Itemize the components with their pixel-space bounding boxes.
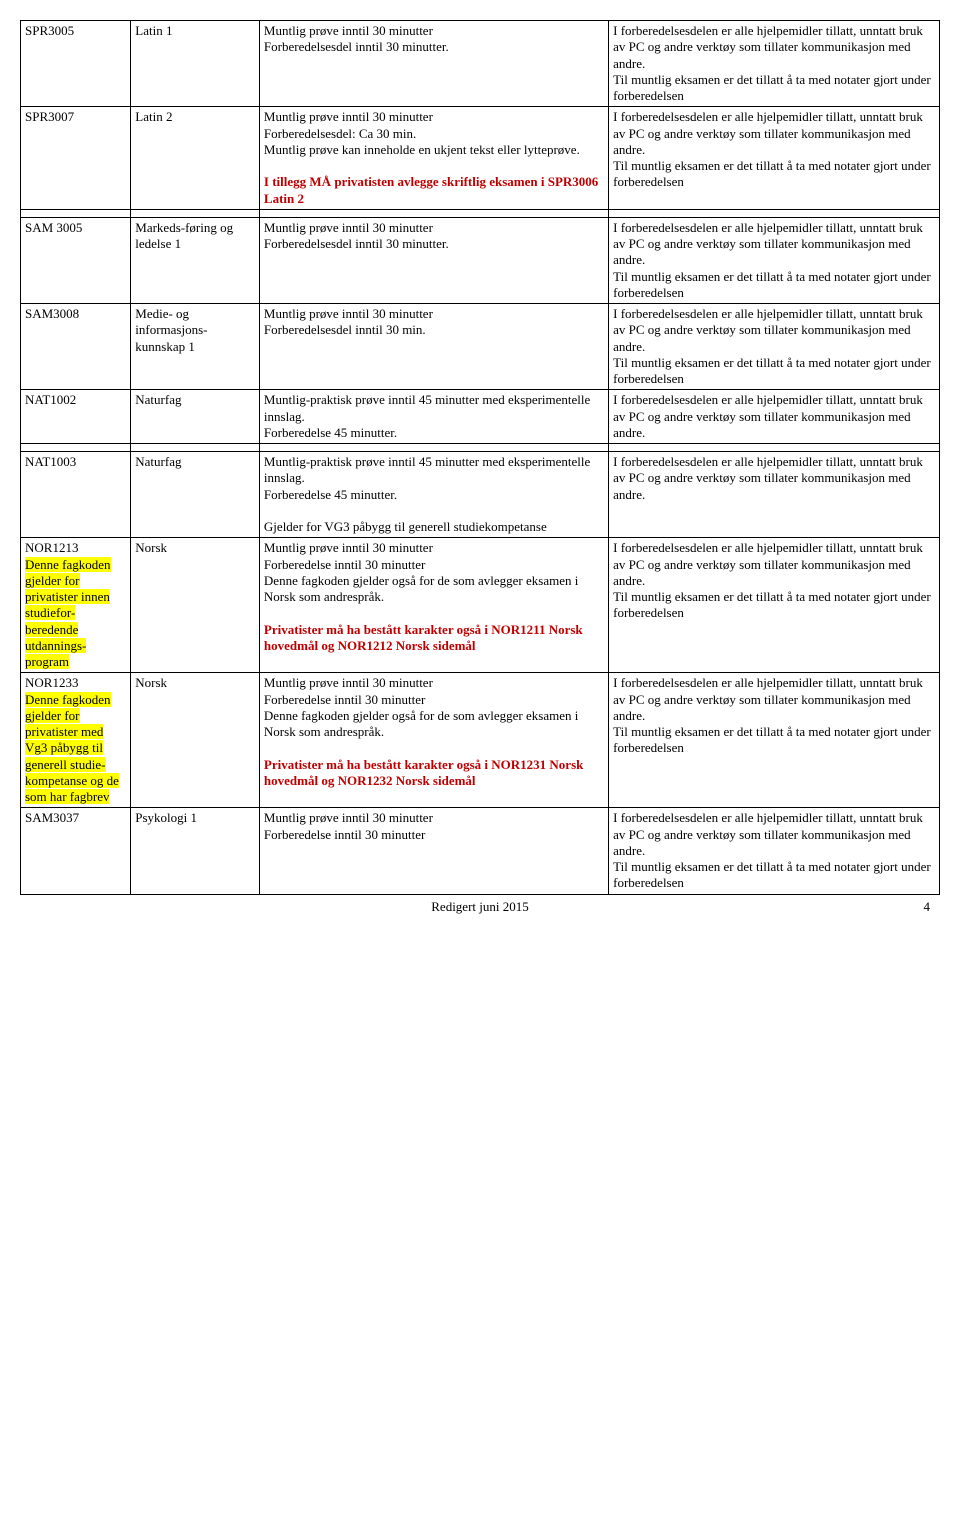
table-row: NOR1213 Denne fagkoden gjelder for priva… <box>21 538 940 673</box>
code-cell: NOR1213 Denne fagkoden gjelder for priva… <box>21 538 131 673</box>
help-cell: I forberedelsesdelen er alle hjelpemidle… <box>609 21 940 107</box>
code-cell: NOR1233 Denne fagkoden gjelder for priva… <box>21 673 131 808</box>
desc-cell: Muntlig prøve inntil 30 minutterForbered… <box>259 217 608 303</box>
subject-cell: Latin 2 <box>131 107 260 210</box>
help-cell: I forberedelsesdelen er alle hjelpemidle… <box>609 107 940 210</box>
help-cell: I forberedelsesdelen er alle hjelpemidle… <box>609 217 940 303</box>
code-text: NOR1213 <box>25 540 78 555</box>
desc-red-text: Privatister må ha bestått karakter også … <box>264 757 604 790</box>
code-cell: SPR3007 <box>21 107 131 210</box>
table-row: SPR3005 Latin 1 Muntlig prøve inntil 30 … <box>21 21 940 107</box>
subject-cell: Naturfag <box>131 452 260 538</box>
code-cell: NAT1003 <box>21 452 131 538</box>
desc-cell: Muntlig prøve inntil 30 minutterForbered… <box>259 808 608 894</box>
desc-cell: Muntlig prøve inntil 30 minutterForbered… <box>259 107 608 210</box>
table-row: SAM3037 Psykologi 1 Muntlig prøve inntil… <box>21 808 940 894</box>
footer-text: Redigert juni 2015 <box>431 899 529 914</box>
help-cell: I forberedelsesdelen er alle hjelpemidle… <box>609 390 940 444</box>
code-cell: SAM3008 <box>21 304 131 390</box>
desc-red-text: I tillegg MÅ privatisten avlegge skriftl… <box>264 174 604 207</box>
code-text: NOR1233 <box>25 675 78 690</box>
subject-cell: Norsk <box>131 673 260 808</box>
subject-cell: Psykologi 1 <box>131 808 260 894</box>
help-cell: I forberedelsesdelen er alle hjelpemidle… <box>609 808 940 894</box>
desc-cell: Muntlig-praktisk prøve inntil 45 minutte… <box>259 390 608 444</box>
code-cell: SAM 3005 <box>21 217 131 303</box>
desc-text: Muntlig prøve inntil 30 minutterForbered… <box>264 540 604 605</box>
code-cell: NAT1002 <box>21 390 131 444</box>
page-footer: Redigert juni 2015 4 <box>20 899 940 915</box>
table-row: NAT1002 Naturfag Muntlig-praktisk prøve … <box>21 390 940 444</box>
table-row: SPR3007 Latin 2 Muntlig prøve inntil 30 … <box>21 107 940 210</box>
desc-text: Muntlig prøve inntil 30 minutterForbered… <box>264 675 604 740</box>
exam-table: SPR3005 Latin 1 Muntlig prøve inntil 30 … <box>20 20 940 895</box>
desc-cell: Muntlig prøve inntil 30 minutterForbered… <box>259 304 608 390</box>
desc-red-text: Privatister må ha bestått karakter også … <box>264 622 604 655</box>
subject-cell: Latin 1 <box>131 21 260 107</box>
help-cell: I forberedelsesdelen er alle hjelpemidle… <box>609 538 940 673</box>
code-cell: SPR3005 <box>21 21 131 107</box>
table-row: SAM 3005 Markeds-føring og ledelse 1 Mun… <box>21 217 940 303</box>
subject-cell: Medie- og informasjons-kunnskap 1 <box>131 304 260 390</box>
desc-cell: Muntlig-praktisk prøve inntil 45 minutte… <box>259 452 608 538</box>
table-row: NOR1233 Denne fagkoden gjelder for priva… <box>21 673 940 808</box>
table-row: NAT1003 Naturfag Muntlig-praktisk prøve … <box>21 452 940 538</box>
desc-text: Muntlig-praktisk prøve inntil 45 minutte… <box>264 454 604 503</box>
subject-cell: Naturfag <box>131 390 260 444</box>
page-number: 4 <box>924 899 931 915</box>
desc-cell: Muntlig prøve inntil 30 minutterForbered… <box>259 673 608 808</box>
help-cell: I forberedelsesdelen er alle hjelpemidle… <box>609 452 940 538</box>
desc-text: Muntlig prøve inntil 30 minutterForbered… <box>264 109 604 158</box>
table-row: SAM3008 Medie- og informasjons-kunnskap … <box>21 304 940 390</box>
subject-cell: Markeds-føring og ledelse 1 <box>131 217 260 303</box>
help-cell: I forberedelsesdelen er alle hjelpemidle… <box>609 304 940 390</box>
subject-cell: Norsk <box>131 538 260 673</box>
desc-cell: Muntlig prøve inntil 30 minutterForbered… <box>259 538 608 673</box>
help-cell: I forberedelsesdelen er alle hjelpemidle… <box>609 673 940 808</box>
desc-extra-text: Gjelder for VG3 påbygg til generell stud… <box>264 519 604 535</box>
code-note-text: Denne fagkoden gjelder for privatister m… <box>25 692 119 805</box>
desc-cell: Muntlig prøve inntil 30 minutterForbered… <box>259 21 608 107</box>
code-cell: SAM3037 <box>21 808 131 894</box>
code-note-text: Denne fagkoden gjelder for privatister i… <box>25 557 111 670</box>
